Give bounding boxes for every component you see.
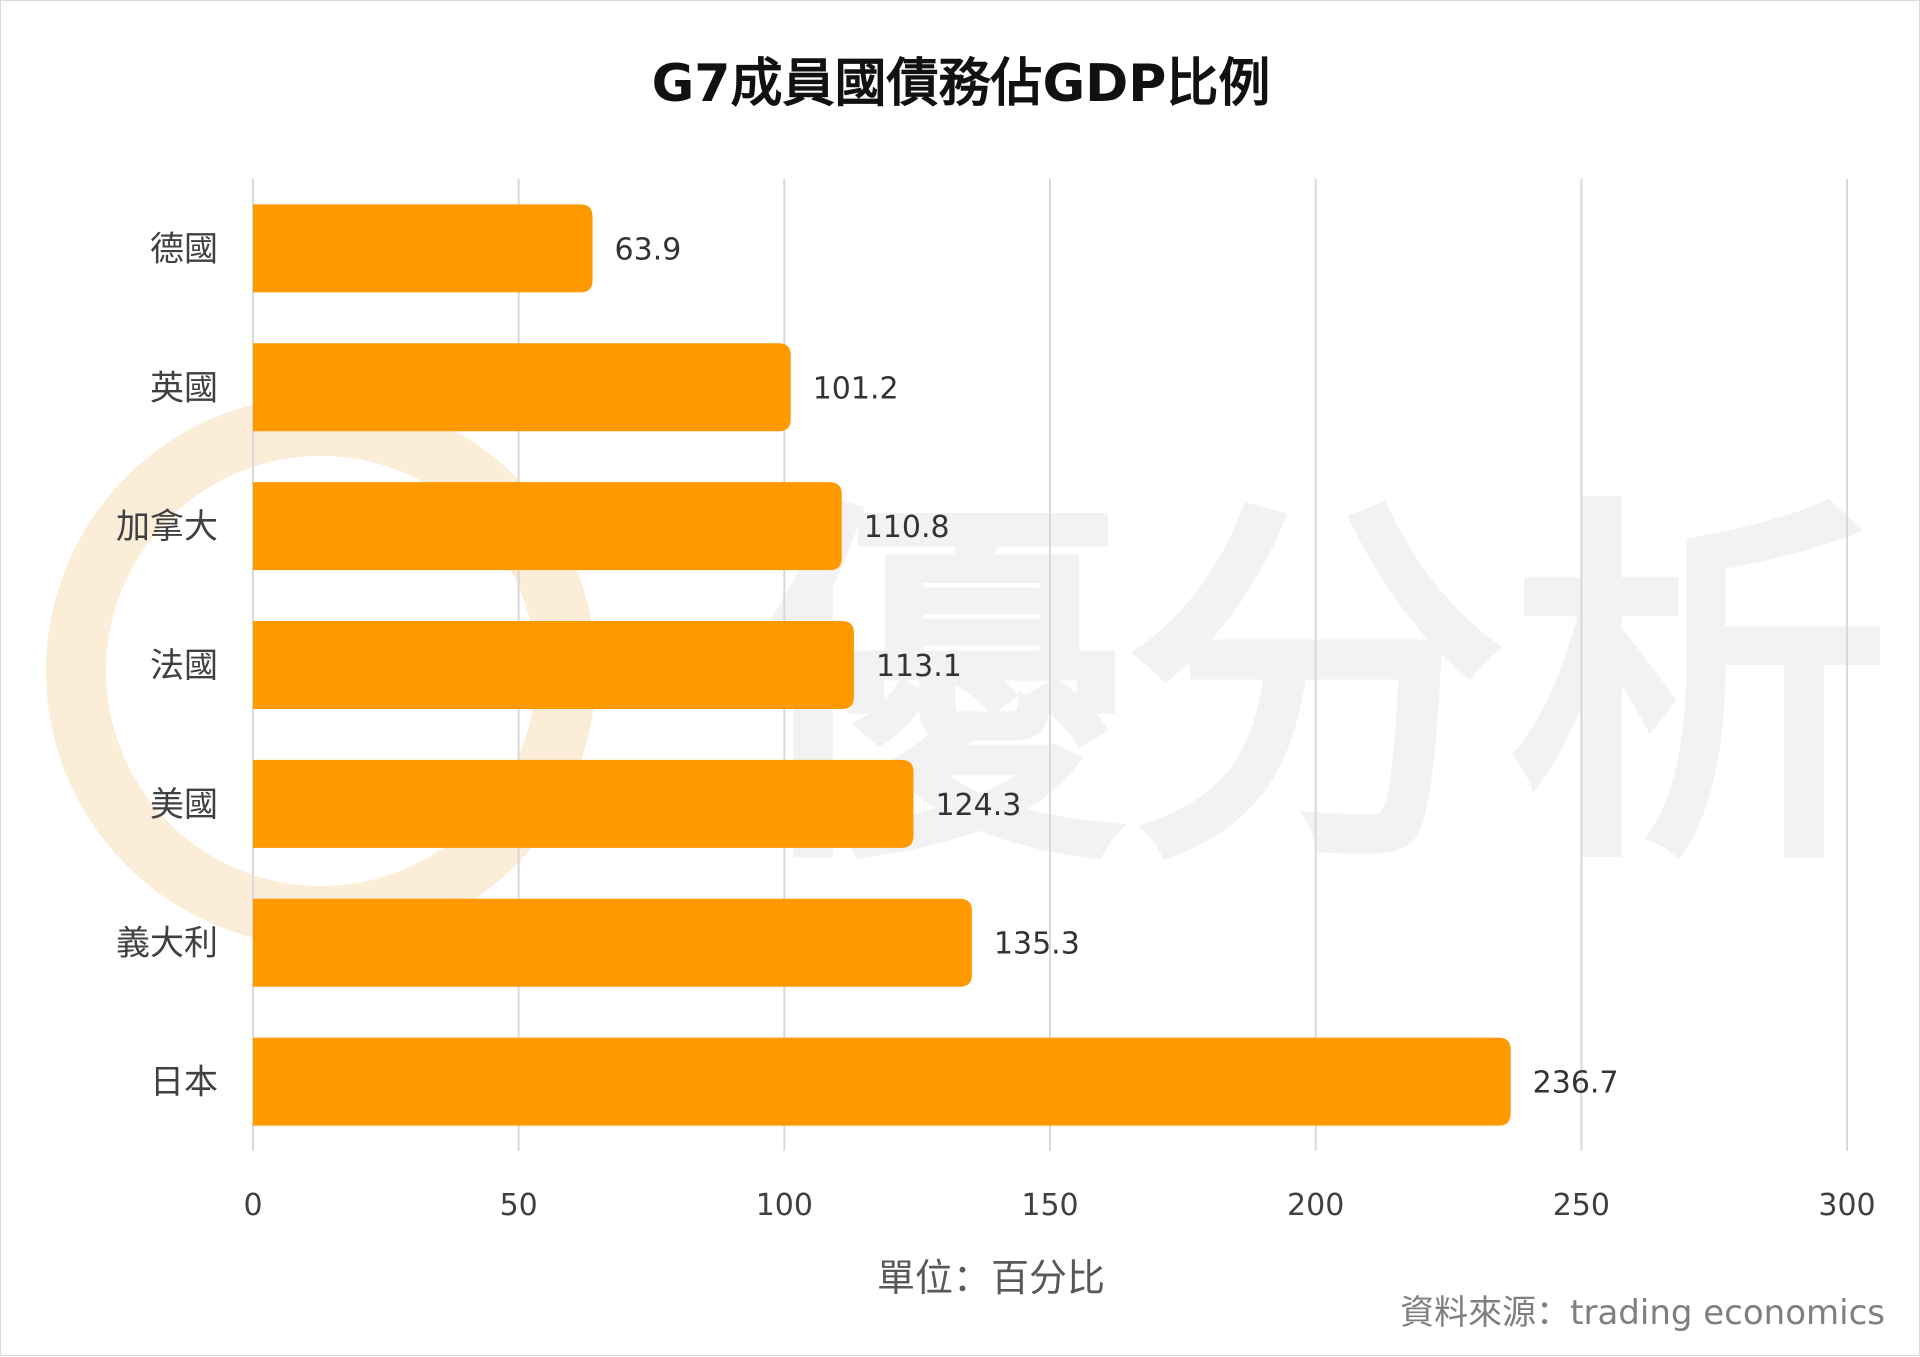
gridlines: [252, 179, 1848, 1151]
x-tick-label: 200: [1287, 1188, 1344, 1223]
data-label: 110.8: [864, 510, 950, 545]
x-tick-label: 100: [756, 1188, 813, 1223]
data-label: 124.3: [935, 788, 1021, 823]
x-axis-label: 單位：百分比: [877, 1256, 1105, 1300]
x-tick-label: 300: [1818, 1188, 1875, 1223]
bar: [253, 343, 791, 432]
x-tick-label: 150: [1021, 1188, 1078, 1223]
watermark-text: 優分析: [735, 468, 1891, 911]
data-label: 101.2: [813, 371, 899, 406]
x-tick-label: 0: [243, 1188, 262, 1223]
category-label: 德國: [150, 229, 218, 269]
data-label: 135.3: [994, 927, 1080, 962]
category-label: 日本: [150, 1063, 218, 1103]
bar: [253, 621, 854, 709]
bar: [253, 1037, 1511, 1126]
data-label: 236.7: [1533, 1066, 1619, 1101]
source-note: 資料來源：trading economics: [1400, 1293, 1885, 1333]
x-tick-labels: 0 50 100 150 200 250 300: [243, 1188, 1875, 1223]
category-label: 義大利: [116, 924, 218, 964]
bar: [253, 898, 972, 987]
data-label: 63.9: [615, 232, 682, 267]
x-tick-label: 250: [1553, 1188, 1610, 1223]
bar: [253, 482, 842, 571]
category-label: 加拿大: [116, 507, 218, 547]
chart-title: G7成員國債務佔GDP比例: [652, 54, 1271, 114]
bar: [253, 759, 914, 848]
bar: [253, 204, 593, 293]
category-label: 美國: [150, 785, 218, 825]
bars: [253, 204, 1511, 1126]
data-labels: 63.9 101.2 110.8 113.1 124.3 135.3 236.7: [615, 232, 1619, 1100]
category-label: 法國: [150, 646, 218, 686]
category-label: 英國: [150, 368, 218, 408]
data-label: 113.1: [876, 649, 962, 684]
x-tick-label: 50: [500, 1188, 538, 1223]
